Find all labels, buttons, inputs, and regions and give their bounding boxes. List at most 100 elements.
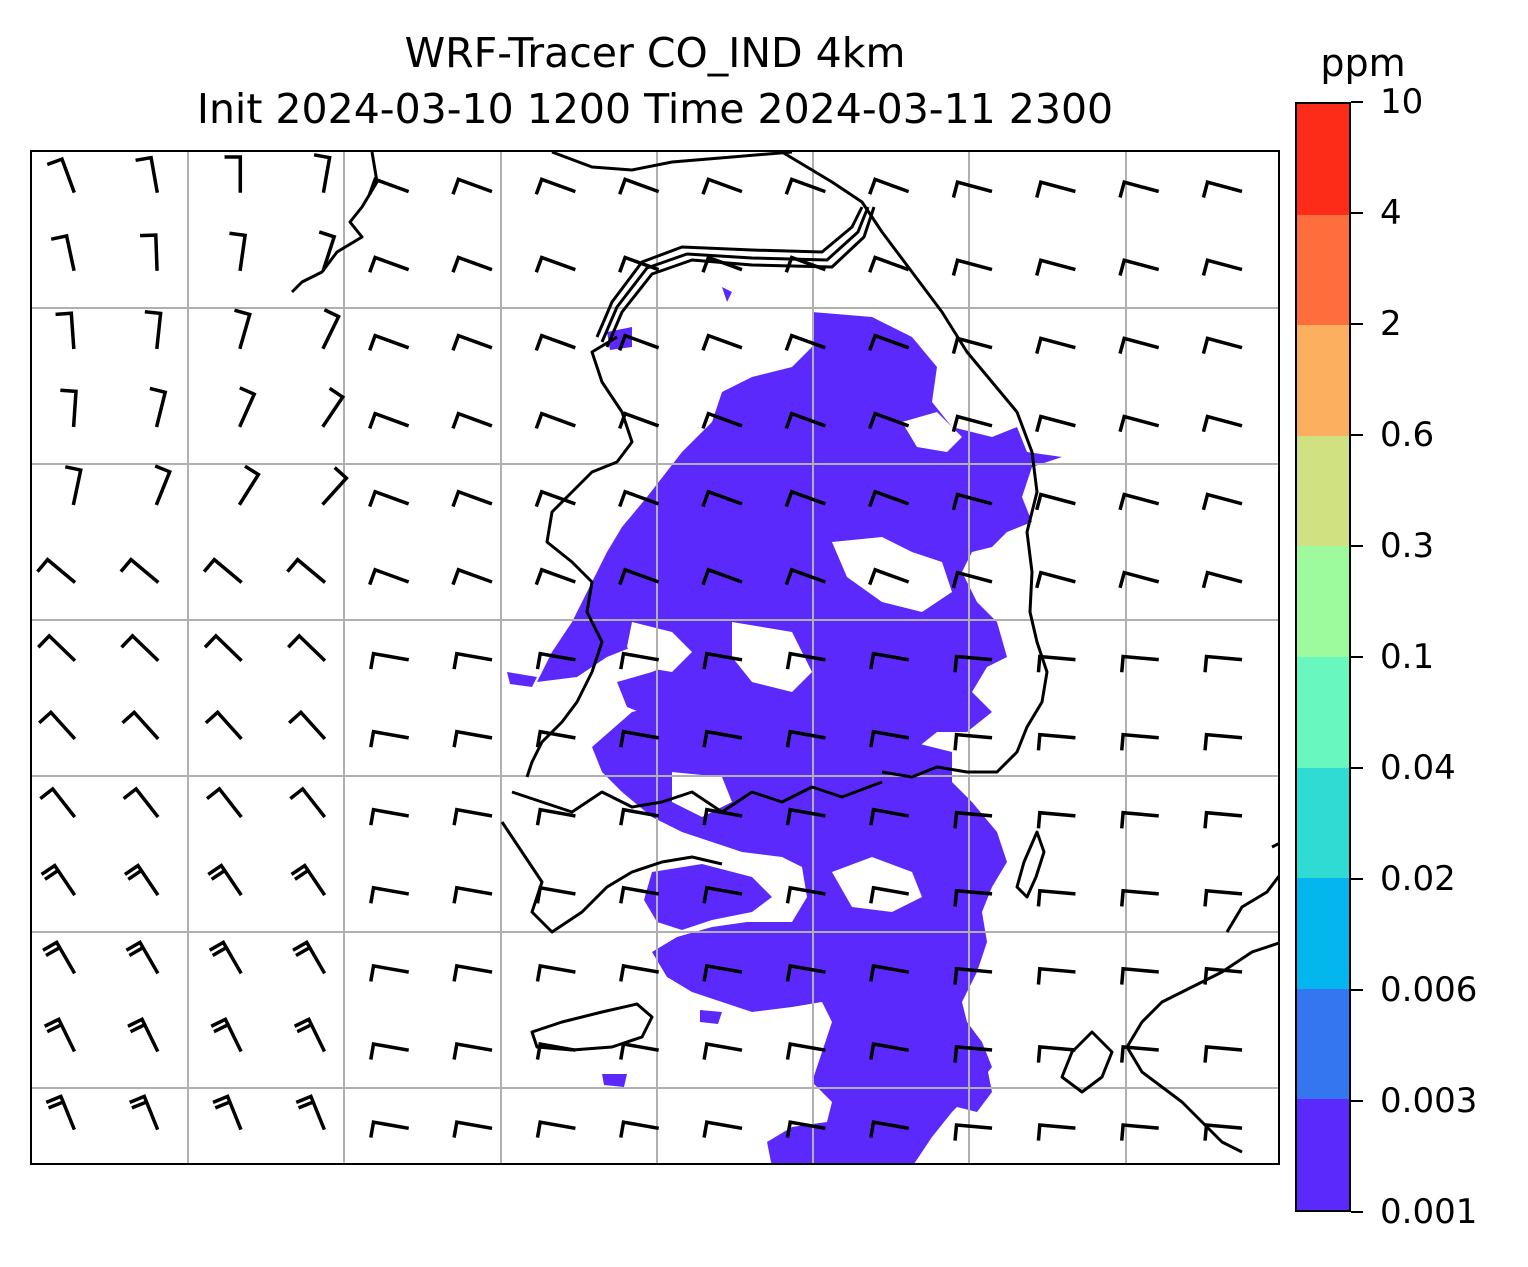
wind-barb [869, 1041, 910, 1060]
wind-barb [869, 807, 910, 826]
wind-barb [535, 1120, 576, 1138]
wind-barb [785, 807, 826, 826]
wind-barb [229, 231, 248, 272]
wind-barb [1203, 810, 1243, 829]
wind-barb [953, 654, 993, 673]
wind-barb [452, 1120, 493, 1138]
wind-barb [951, 492, 993, 511]
wind-barb [951, 570, 993, 589]
wind-barb [1120, 1123, 1159, 1141]
coastline-korea-east [781, 152, 1049, 779]
wind-barb [869, 885, 910, 904]
wind-barb [1120, 888, 1159, 907]
coastline-liaodong [551, 152, 793, 172]
wind-barb [535, 807, 576, 826]
colorbar-tick-label: 0.6 [1380, 415, 1435, 455]
colorbar-tick [1351, 767, 1363, 769]
wind-barb [369, 1041, 410, 1060]
wind-barb [1118, 180, 1160, 198]
wind-barb [784, 333, 826, 351]
colorbar-tick-label: 0.1 [1380, 637, 1435, 677]
wind-barb [784, 177, 826, 195]
wind-barb [60, 388, 78, 428]
wind-barb [785, 729, 826, 748]
tracer-region [537, 312, 1062, 767]
colorbar-tick [1351, 989, 1363, 991]
wind-barb [702, 729, 743, 748]
colorbar-tick [1351, 545, 1363, 547]
wind-barb [452, 963, 493, 982]
tracer-region [507, 672, 537, 687]
wind-barb [369, 651, 410, 670]
wind-barb [701, 567, 743, 586]
wind-barb [619, 729, 660, 748]
wind-barb [1036, 1123, 1076, 1141]
wind-barb [701, 489, 743, 508]
wind-barb [1203, 966, 1243, 985]
wind-barb [951, 180, 993, 198]
wind-barb [1036, 654, 1076, 673]
wind-barb [1120, 1045, 1159, 1063]
wind-barb [619, 1120, 660, 1138]
tracer-region [700, 1010, 722, 1024]
wind-barb [534, 177, 576, 195]
wind-barb [452, 729, 493, 748]
wind-barb [701, 177, 743, 195]
wind-barb [135, 155, 160, 194]
wind-barb [619, 1041, 660, 1060]
wind-barb [702, 963, 743, 982]
wind-barb [702, 885, 743, 904]
wind-barb [36, 557, 77, 584]
wind-barb [785, 1041, 826, 1060]
wind-barb [784, 411, 826, 430]
wind-barb [123, 863, 160, 897]
wind-barb [368, 177, 410, 195]
wind-barb [618, 567, 660, 586]
coastline-islands-sw [500, 821, 723, 934]
wind-barb [785, 885, 826, 904]
wind-barb [452, 807, 493, 826]
wind-barb [618, 177, 660, 195]
wind-barb [451, 489, 493, 508]
colorbar-tick [1351, 101, 1363, 103]
wind-barb [1035, 180, 1076, 198]
colorbar-tick-label: 10 [1380, 82, 1424, 122]
wind-barb [149, 386, 168, 428]
map-canvas [32, 152, 1278, 1163]
wind-barb [1118, 414, 1160, 433]
wind-barb [535, 1041, 576, 1060]
wind-barb [534, 489, 576, 508]
wind-barb [368, 567, 410, 586]
wind-barb [288, 709, 327, 741]
wind-barb [534, 567, 576, 586]
wind-barb [43, 1016, 77, 1053]
colorbar-tick-label: 0.3 [1380, 526, 1435, 566]
wind-barb [1036, 966, 1076, 985]
wind-barb [1201, 414, 1243, 433]
wind-barb [295, 1094, 326, 1131]
colorbar-segment [1297, 435, 1349, 547]
wind-barb [868, 333, 910, 351]
wind-barb [1201, 336, 1243, 355]
wind-barb [701, 333, 743, 351]
wind-barb [702, 1120, 743, 1138]
wind-barb [868, 489, 910, 508]
wind-barb [321, 386, 346, 428]
wind-barb [451, 567, 493, 586]
tracer-region [957, 1057, 992, 1112]
coastline-tsushima [1015, 830, 1046, 899]
wind-barb [369, 807, 410, 826]
wind-barb [869, 963, 910, 982]
wind-barb [785, 651, 826, 670]
colorbar-segment [1297, 1099, 1349, 1210]
wind-barb [953, 1045, 993, 1063]
wind-barb [451, 411, 493, 430]
wind-barb [953, 888, 993, 907]
wind-barb [701, 411, 743, 430]
wind-barb [208, 940, 243, 975]
coastline-korea-north-triple-1 [595, 206, 864, 338]
lat-lon-gridlines [32, 152, 1278, 1163]
wind-barb [951, 336, 993, 355]
wind-barb [1120, 966, 1159, 985]
wind-barb [452, 885, 493, 904]
